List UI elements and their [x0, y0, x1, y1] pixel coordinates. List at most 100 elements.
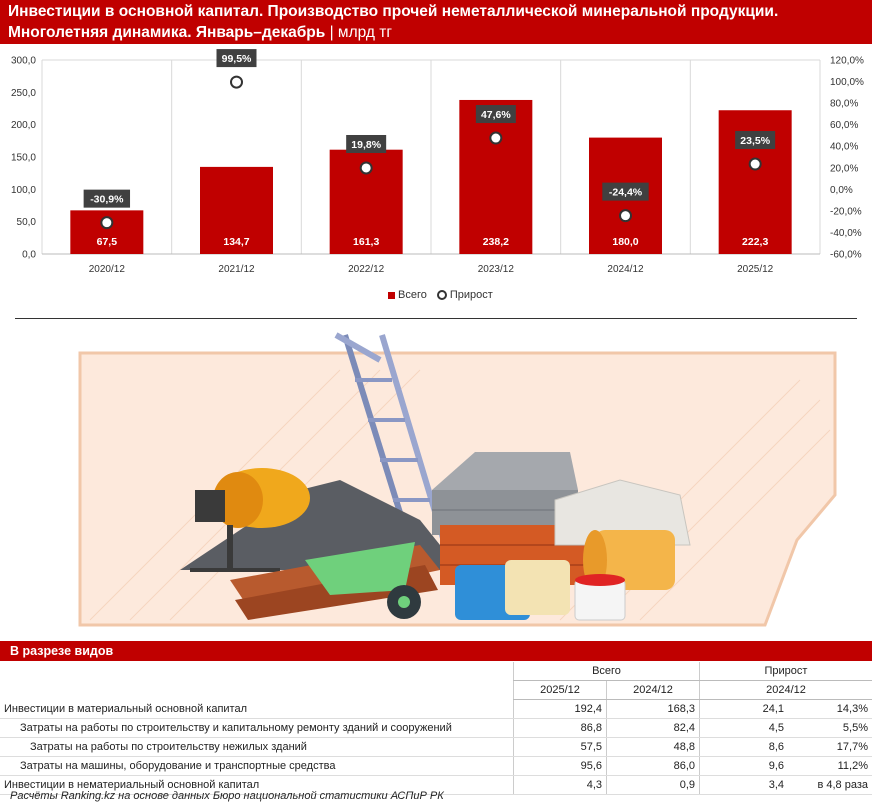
growth-label-box	[346, 134, 387, 153]
x-axis-tick-label: 2021/12	[218, 264, 255, 275]
header-year-2024: 2024/12	[606, 680, 700, 700]
cell-2024: 0,9	[606, 775, 700, 795]
table-row: Инвестиции в материальный основной капит…	[0, 699, 872, 719]
table-row: Инвестиции в нематериальный основной кап…	[0, 775, 872, 795]
growth-label-box	[83, 189, 131, 208]
growth-point	[100, 216, 114, 230]
cell-growth-pct: 14,3%	[788, 699, 872, 719]
y2-axis-tick-label: 20,0%	[830, 163, 858, 174]
source-note: Расчёты Ranking.kz на основе данных Бюро…	[10, 790, 444, 802]
growth-label-box	[602, 182, 649, 201]
y2-axis-tick-label: -40,0%	[830, 228, 862, 239]
chart-subtitle: Многолетняя динамика. Январь–декабрь | м…	[8, 23, 392, 43]
growth-point	[359, 161, 373, 175]
legend-circle-icon	[436, 290, 447, 301]
header-growth-period: 2024/12	[699, 680, 872, 700]
cell-growth-abs: 8,6	[699, 737, 788, 757]
header-year-2025: 2025/12	[513, 680, 607, 700]
cell-growth-pct: 11,2%	[788, 756, 872, 776]
row-label: Затраты на работы по строительству и кап…	[0, 718, 514, 738]
x-axis-tick-label: 2022/12	[348, 264, 385, 275]
y2-axis-tick-label: -60,0%	[830, 250, 862, 261]
y2-axis-tick-label: 80,0%	[830, 99, 858, 110]
row-label: Затраты на работы по строительству нежил…	[0, 737, 514, 757]
legend-swatch-icon	[388, 291, 395, 299]
chart-legend: Всего Прирост	[388, 289, 493, 301]
unit-label: | млрд тг	[325, 24, 393, 41]
growth-label-box	[735, 131, 776, 150]
paint-bucket-icon	[574, 574, 626, 621]
bar-value-label: 180,0	[612, 236, 638, 248]
divider	[15, 318, 857, 319]
y-axis-tick-label: 250,0	[11, 88, 36, 99]
combo-chart: 0,0 50,0 100,0 150,0 200,0 250,0 300,0 -60,0% -4…	[11, 49, 864, 275]
construction-materials-illustration	[78, 332, 837, 627]
growth-point	[489, 131, 503, 145]
y2-axis-tick-label: 120,0%	[830, 56, 864, 67]
growth-value-label: 47,6%	[481, 109, 511, 121]
row-label: Инвестиции в нематериальный основной кап…	[0, 775, 514, 795]
y2-axis-tick-label: 40,0%	[830, 142, 858, 153]
growth-point	[619, 209, 632, 223]
y-axis-tick-label: 0,0	[22, 250, 36, 261]
growth-value-label: 99,5%	[222, 53, 252, 65]
bar-value-label: 161,3	[353, 236, 379, 248]
cell-2024: 168,3	[606, 699, 700, 719]
legend-item-dot: Прирост	[436, 289, 493, 301]
concrete-mixer-icon	[190, 468, 310, 572]
header-blank	[0, 681, 514, 700]
table-sub-header: 2025/12 2024/12 2024/12	[0, 680, 872, 700]
cell-2025: 57,5	[513, 737, 607, 757]
wheelbarrow-icon	[305, 542, 421, 619]
chart-title: Инвестиции в основной капитал. Производс…	[8, 3, 779, 20]
table-row: Затраты на машины, оборудование и трансп…	[0, 756, 872, 776]
table-row: Затраты на работы по строительству нежил…	[0, 737, 872, 757]
header-blank	[0, 662, 514, 681]
legend-label-dot: Прирост	[449, 289, 493, 301]
legend-item-bar: Всего	[388, 289, 427, 301]
foam-blocks-icon	[554, 479, 691, 546]
bar	[459, 99, 533, 254]
cell-growth-abs: 3,4	[699, 775, 788, 795]
bar-value-label: 134,7	[223, 236, 249, 248]
y2-axis-tick-label: -20,0%	[830, 206, 862, 217]
y2-axis-tick-label: 100,0%	[830, 77, 864, 88]
x-axis-tick-label: 2024/12	[607, 264, 644, 275]
x-axis-tick-label: 2023/12	[478, 264, 515, 275]
bar	[200, 166, 273, 254]
growth-point	[748, 157, 762, 171]
cell-2025: 86,8	[513, 718, 607, 738]
cell-growth-abs: 9,6	[699, 756, 788, 776]
cell-growth-pct: 17,7%	[788, 737, 872, 757]
growth-value-label: -24,4%	[609, 187, 643, 199]
table-row: Затраты на работы по строительству и кап…	[0, 718, 872, 738]
growth-value-label: -30,9%	[90, 194, 124, 206]
legend-label-bar: Всего	[398, 289, 427, 301]
bar-value-label: 67,5	[97, 236, 118, 248]
x-axis-tick-label: 2025/12	[737, 264, 774, 275]
bar-value-label: 238,2	[483, 236, 509, 248]
y-axis-tick-label: 300,0	[11, 56, 36, 67]
cell-2025: 192,4	[513, 699, 607, 719]
y2-axis-tick-label: 0,0%	[830, 185, 853, 196]
cell-2024: 48,8	[606, 737, 700, 757]
growth-point	[230, 75, 243, 89]
y-axis-tick-label: 50,0	[17, 217, 37, 228]
y-axis-tick-label: 100,0	[11, 185, 36, 196]
header-growth: Прирост	[699, 662, 872, 681]
cement-bags-icon	[455, 560, 570, 620]
y2-axis-tick-label: 60,0%	[830, 120, 858, 131]
growth-value-label: 19,8%	[351, 139, 381, 151]
table-group-header: Всего Прирост	[0, 662, 872, 681]
cell-2025: 4,3	[513, 775, 607, 795]
subtitle-text: Многолетняя динамика. Январь–декабрь	[8, 24, 326, 41]
cell-2024: 86,0	[606, 756, 700, 776]
cell-2024: 82,4	[606, 718, 700, 738]
section-title: В разрезе видов	[0, 641, 872, 661]
header-bar: Инвестиции в основной капитал. Производс…	[0, 0, 872, 44]
growth-label-box	[216, 49, 257, 68]
cell-2025: 95,6	[513, 756, 607, 776]
growth-value-label: 23,5%	[740, 135, 770, 147]
cell-growth-pct: 5,5%	[788, 718, 872, 738]
bar-value-label: 222,3	[742, 236, 768, 248]
